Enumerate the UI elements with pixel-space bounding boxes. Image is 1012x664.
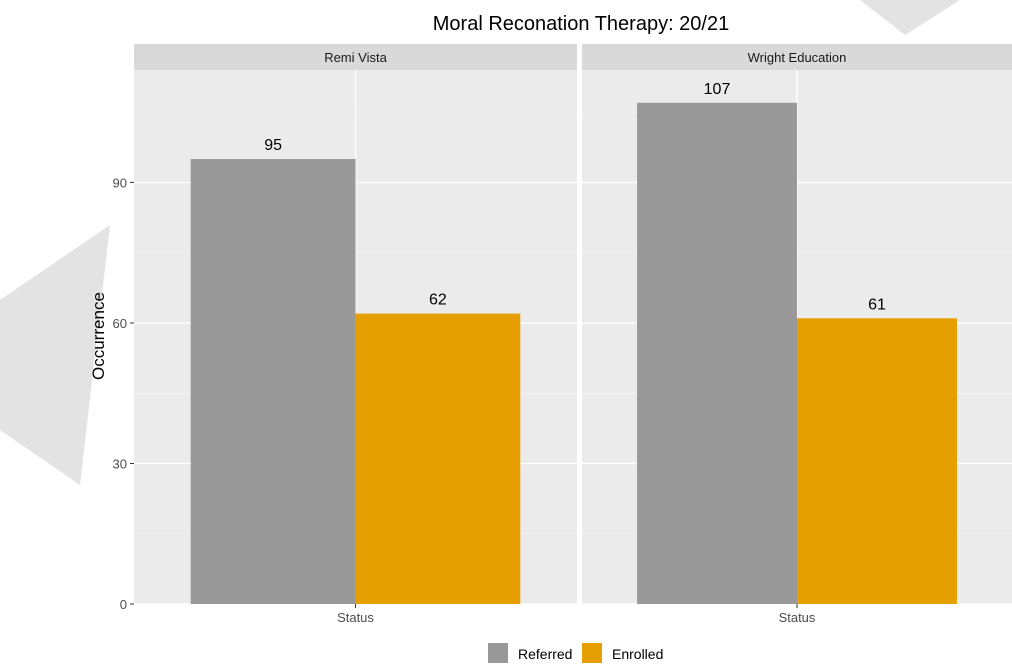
legend-key-referred bbox=[488, 643, 508, 663]
y-tick-label: 60 bbox=[113, 316, 127, 331]
bar-value-label: 61 bbox=[868, 296, 886, 313]
bar-value-label: 62 bbox=[429, 292, 447, 309]
facet-strip bbox=[582, 44, 1012, 70]
bar-enrolled bbox=[797, 318, 957, 604]
bar-referred bbox=[637, 102, 797, 604]
x-tick-label: Status bbox=[779, 610, 816, 625]
legend-label: Enrolled bbox=[612, 646, 663, 662]
bar-referred bbox=[190, 159, 356, 604]
facet-label: Wright Education bbox=[748, 50, 847, 65]
facet-strip bbox=[134, 44, 577, 70]
bar-enrolled bbox=[355, 313, 521, 604]
facet-label: Remi Vista bbox=[324, 50, 387, 65]
legend-label: Referred bbox=[518, 646, 572, 662]
y-axis-label: Occurrence bbox=[89, 292, 108, 380]
bar-value-label: 95 bbox=[264, 137, 282, 154]
y-tick-label: 90 bbox=[113, 175, 127, 190]
chart-title: Moral Reconation Therapy: 20/21 bbox=[433, 13, 729, 35]
legend-key-enrolled bbox=[582, 643, 602, 663]
y-tick-label: 0 bbox=[120, 597, 127, 612]
bar-value-label: 107 bbox=[704, 81, 731, 98]
x-tick-label: Status bbox=[337, 610, 374, 625]
panel-1: Wright Education 107 61 Status bbox=[582, 44, 1012, 625]
panel-0: Remi Vista 95 62 Status bbox=[134, 44, 577, 625]
y-tick-label: 30 bbox=[113, 456, 127, 471]
